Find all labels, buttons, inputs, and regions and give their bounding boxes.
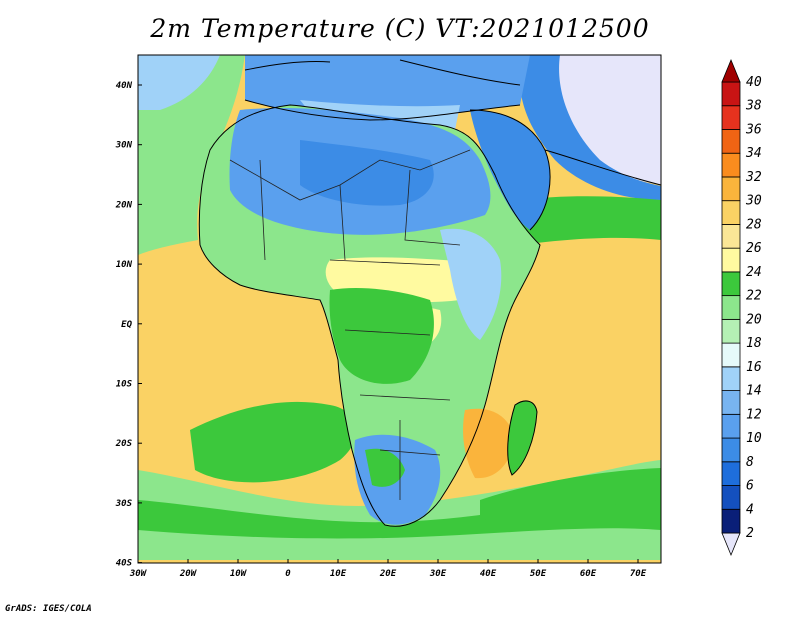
colorbar-box bbox=[721, 129, 741, 154]
colorbar-box bbox=[721, 413, 741, 439]
lon-tick-label: 20E bbox=[379, 569, 397, 579]
map-field bbox=[138, 55, 661, 563]
lat-tick-label: 30N bbox=[115, 141, 133, 151]
colorbar-label: 8 bbox=[746, 455, 754, 470]
lat-tick-label: 20N bbox=[115, 200, 133, 210]
country-borders bbox=[229, 149, 471, 500]
lat-tick-label: 30S bbox=[115, 499, 133, 509]
colorbar-box bbox=[721, 247, 741, 273]
lat-tick-label: 10N bbox=[116, 260, 133, 270]
plot-frame bbox=[137, 54, 662, 564]
lat-axis: 40N 30N 20N 10N EQ 10S 20S 30S 40S bbox=[115, 81, 142, 569]
lat-tick-label: 40N bbox=[116, 81, 133, 91]
colorbar-box bbox=[721, 200, 741, 225]
colorbar-label: 32 bbox=[745, 170, 762, 185]
colorbar-label: 26 bbox=[746, 241, 762, 256]
colorbar-label: 14 bbox=[746, 384, 762, 399]
colorbar-box bbox=[721, 508, 741, 534]
arabia bbox=[470, 110, 550, 230]
lon-tick-label: 30E bbox=[429, 569, 447, 579]
colorbar-label: 20 bbox=[746, 312, 762, 327]
lon-tick-label: 30W bbox=[129, 569, 148, 579]
colorbar-label: 4 bbox=[746, 502, 754, 517]
lon-tick-label: 10W bbox=[230, 569, 248, 579]
colorbar-label: 34 bbox=[745, 146, 762, 161]
lon-tick-label: 10E bbox=[330, 569, 347, 579]
colorbar-box bbox=[721, 342, 741, 368]
lon-tick-label: 0 bbox=[285, 569, 291, 579]
lon-tick-label: 40E bbox=[480, 569, 497, 579]
colorbar-label: 12 bbox=[746, 407, 762, 422]
colorbar-box bbox=[721, 461, 741, 486]
colorbar-box bbox=[721, 224, 741, 249]
lat-tick-label: 40S bbox=[116, 559, 133, 569]
lat-tick-label: 20S bbox=[115, 439, 133, 449]
colorbar-box bbox=[721, 437, 741, 463]
colorbar-box bbox=[721, 390, 741, 415]
colorbar-label: 40 bbox=[746, 75, 762, 90]
lon-tick-label: 20W bbox=[179, 569, 198, 579]
colorbar-box bbox=[721, 152, 741, 178]
colorbar-label: 24 bbox=[746, 265, 762, 280]
colorbar-box bbox=[721, 105, 741, 130]
lat-tick-label: EQ bbox=[121, 320, 132, 330]
colorbar-min-triangle bbox=[721, 532, 741, 557]
colorbar-label: 16 bbox=[746, 360, 762, 375]
asia-cold bbox=[545, 55, 661, 185]
lon-tick-label: 60E bbox=[580, 569, 597, 579]
colorbar-label: 10 bbox=[746, 431, 762, 446]
lon-tick-label: 50E bbox=[530, 569, 547, 579]
southern-ocean-band bbox=[138, 486, 661, 539]
lon-tick-label: 70E bbox=[630, 569, 647, 579]
colorbar-label: 38 bbox=[745, 99, 762, 114]
colorbar-label: 6 bbox=[746, 479, 754, 494]
map-title: 2m Temperature (C) VT:2021012500 bbox=[150, 14, 650, 43]
lon-axis: 30W 20W 10W 0 10E 20E 30E 40E 50E 60E 70E bbox=[129, 559, 647, 579]
credit-label: GrADS: IGES/COLA bbox=[5, 604, 92, 614]
colorbar-box bbox=[721, 485, 741, 510]
lat-tick-label: 10S bbox=[116, 380, 133, 390]
colorbar-label: 2 bbox=[746, 526, 754, 541]
mozambique-warm bbox=[463, 408, 515, 479]
colorbar-label: 22 bbox=[746, 289, 762, 304]
colorbar-label: 36 bbox=[745, 122, 762, 137]
colorbar-label: 18 bbox=[746, 336, 762, 351]
colorbar-box bbox=[721, 271, 741, 297]
colorbar-label: 30 bbox=[745, 194, 762, 209]
colorbar-box bbox=[721, 81, 741, 107]
colorbar-max-triangle bbox=[721, 58, 741, 83]
colorbar-box bbox=[721, 318, 741, 344]
colorbar-box bbox=[721, 176, 741, 202]
colorbar-label: 28 bbox=[746, 217, 762, 232]
south-atlantic-cool bbox=[190, 401, 357, 483]
colorbar-box bbox=[721, 295, 741, 320]
africa-coastline bbox=[198, 104, 541, 527]
colorbar-box bbox=[721, 366, 741, 391]
